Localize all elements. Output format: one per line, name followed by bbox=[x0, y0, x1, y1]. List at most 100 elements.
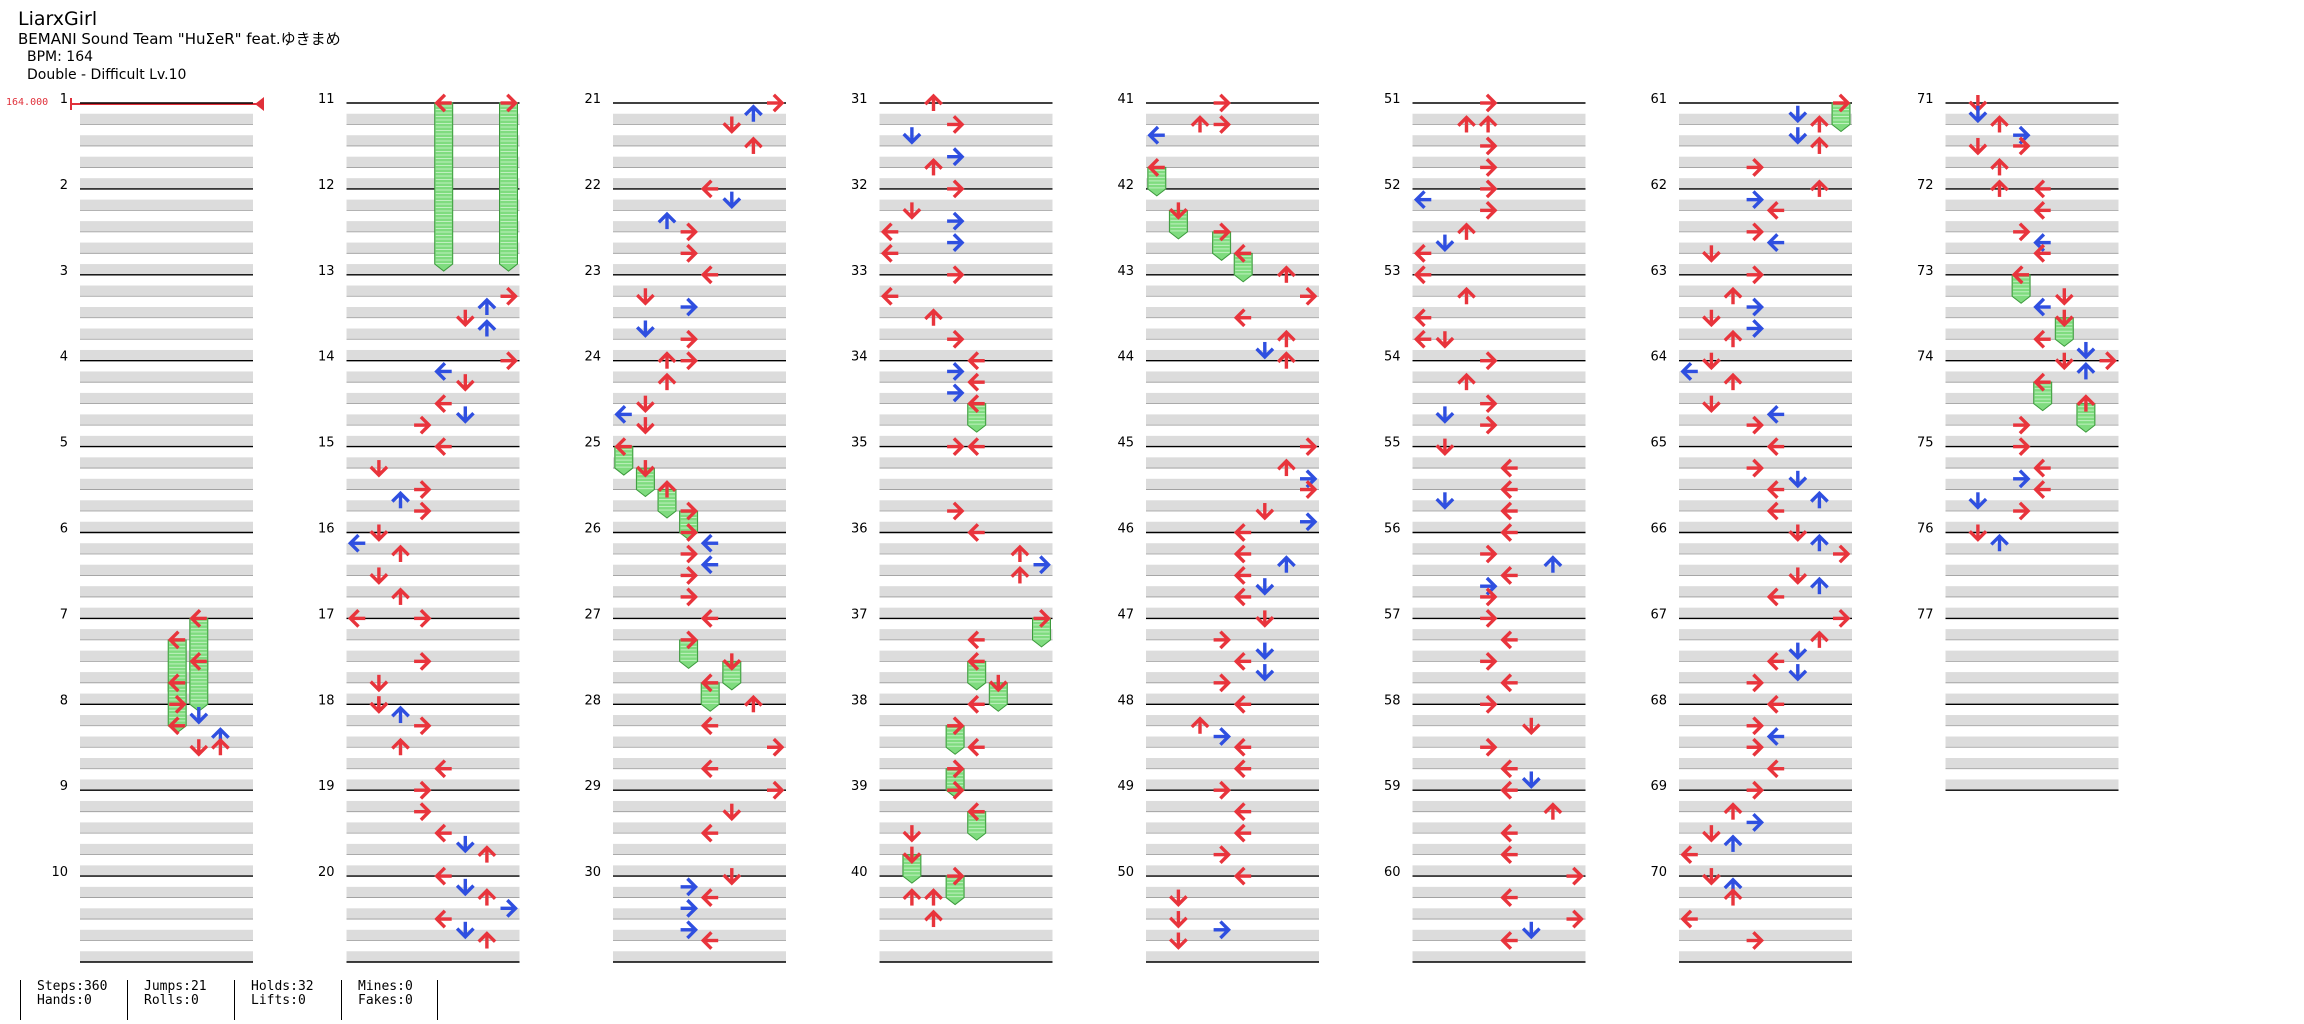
arrow-head bbox=[1752, 415, 1765, 435]
hold-body bbox=[2033, 381, 2053, 412]
arrow-left-icon bbox=[2033, 243, 2051, 263]
measure-number: 63 bbox=[1650, 264, 1667, 279]
arrow-up-icon bbox=[210, 737, 230, 756]
arrow-head bbox=[924, 308, 943, 321]
arrow-up-icon bbox=[924, 158, 943, 176]
arrow-left-icon bbox=[2033, 458, 2051, 478]
arrow-right-icon bbox=[947, 362, 965, 381]
arrow-down-icon bbox=[1701, 395, 1721, 414]
grid-stripe bbox=[1679, 328, 1852, 340]
arrow-down-icon bbox=[189, 739, 209, 757]
measure-number: 72 bbox=[1917, 178, 1934, 193]
grid-stripe bbox=[80, 285, 253, 297]
grid-stripe bbox=[879, 951, 1053, 962]
grid-stripe bbox=[1679, 392, 1852, 404]
arrow-right-icon bbox=[1213, 727, 1232, 746]
arrow-left-icon bbox=[614, 404, 632, 424]
grid-stripe bbox=[879, 307, 1053, 318]
arrow-down-icon bbox=[1435, 234, 1455, 252]
arrow-right-icon bbox=[414, 480, 432, 499]
measure-number: 16 bbox=[318, 522, 335, 537]
grid-stripe bbox=[1945, 478, 2119, 490]
bpm-marker-end-icon bbox=[255, 97, 264, 111]
arrow-left-icon bbox=[189, 608, 207, 628]
arrow-head bbox=[167, 673, 180, 693]
arrow-head bbox=[700, 179, 713, 199]
arrow-head bbox=[967, 523, 980, 542]
grid-stripe bbox=[1412, 650, 1586, 662]
arrow-head bbox=[174, 694, 187, 714]
grid-stripe bbox=[1146, 371, 1319, 383]
measure-number: 68 bbox=[1650, 693, 1667, 708]
arrow-head bbox=[1255, 347, 1275, 360]
grid-stripe bbox=[346, 672, 520, 683]
arrow-left-icon bbox=[1500, 931, 1518, 950]
arrow-left-icon bbox=[347, 608, 366, 628]
arrow-head bbox=[1457, 222, 1476, 235]
arrow-down-icon bbox=[1435, 331, 1455, 349]
arrow-up-icon bbox=[1809, 490, 1829, 509]
arrow-head bbox=[1766, 587, 1779, 607]
measure-number: 39 bbox=[851, 779, 868, 794]
arrow-head bbox=[1485, 136, 1498, 156]
arrow-down-icon bbox=[369, 696, 389, 714]
arrow-left-icon bbox=[1233, 523, 1252, 542]
grid-stripe bbox=[80, 650, 253, 662]
arrow-head bbox=[1990, 533, 2009, 546]
arrow-up-icon bbox=[1276, 458, 1296, 477]
arrow-up-icon bbox=[657, 372, 677, 391]
arrow-right-icon bbox=[680, 501, 699, 521]
grid-stripe bbox=[1945, 199, 2119, 211]
arrow-right-icon bbox=[1480, 608, 1498, 628]
arrow-left-icon bbox=[1500, 458, 1518, 478]
grid-stripe bbox=[80, 414, 253, 426]
grid-stripe bbox=[1945, 414, 2119, 426]
arrow-down-icon bbox=[1968, 105, 1988, 124]
arrow-head bbox=[369, 680, 389, 693]
arrow-right-icon bbox=[2013, 222, 2031, 242]
arrow-up-icon bbox=[1543, 555, 1563, 573]
measure-number: 46 bbox=[1117, 522, 1134, 537]
arrow-head bbox=[1838, 93, 1851, 113]
measure-number: 71 bbox=[1917, 92, 1934, 107]
measure-number: 69 bbox=[1650, 779, 1667, 794]
arrow-head bbox=[1500, 845, 1513, 865]
grid-stripe bbox=[613, 736, 786, 748]
measure-number: 12 bbox=[318, 178, 335, 193]
grid-stripe bbox=[1412, 178, 1586, 189]
arrow-head bbox=[1752, 931, 1765, 950]
grid-stripe bbox=[1146, 757, 1319, 769]
arrow-left-icon bbox=[434, 93, 452, 113]
grid-stripe bbox=[80, 435, 253, 447]
grid-stripe bbox=[1945, 242, 2119, 254]
arrow-head bbox=[434, 394, 447, 414]
grid-stripe bbox=[1679, 564, 1852, 576]
arrow-right-icon bbox=[1746, 158, 1765, 177]
arrow-up-icon bbox=[743, 104, 763, 122]
arrow-head bbox=[1701, 250, 1721, 263]
arrow-left-icon bbox=[1766, 480, 1785, 499]
arrow-head bbox=[1968, 497, 1988, 510]
arrow-head bbox=[2033, 243, 2046, 263]
arrow-up-icon bbox=[1723, 372, 1743, 391]
arrow-left-icon bbox=[700, 716, 719, 736]
grid-stripe bbox=[1679, 307, 1852, 318]
arrow-head bbox=[924, 909, 943, 922]
measure-number: 25 bbox=[584, 436, 601, 451]
grid-stripe bbox=[80, 113, 253, 125]
arrow-head bbox=[1788, 111, 1808, 124]
arrow-head bbox=[1485, 694, 1498, 714]
grid-stripe bbox=[613, 392, 786, 404]
arrow-head bbox=[1255, 615, 1275, 628]
song-info: LiarxGirl BEMANI Sound Team "HuΣeR" feat… bbox=[18, 8, 341, 84]
arrow-head bbox=[477, 845, 497, 858]
arrow-down-icon bbox=[1521, 921, 1541, 940]
arrow-up-icon bbox=[477, 845, 497, 863]
arrow-head bbox=[1219, 115, 1232, 134]
grid-stripe bbox=[346, 951, 520, 962]
arrow-head bbox=[189, 744, 209, 757]
arrow-head bbox=[952, 759, 965, 779]
measure-number: 60 bbox=[1384, 865, 1401, 880]
arrow-head bbox=[167, 630, 180, 650]
arrow-down-icon bbox=[722, 191, 742, 210]
